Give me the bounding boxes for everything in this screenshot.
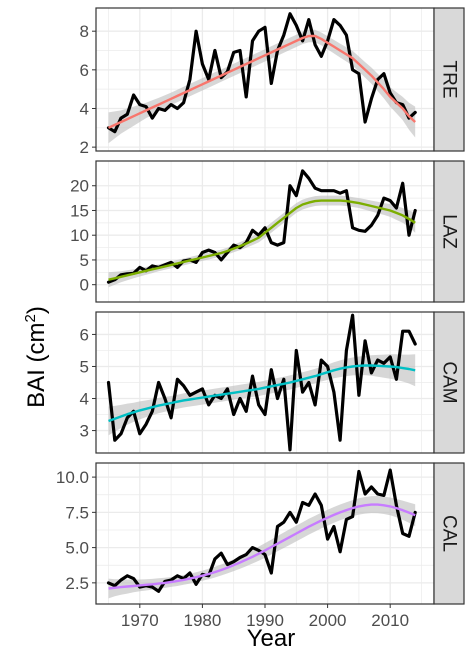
y-tick-label: 0 (80, 276, 89, 295)
confidence-ribbon-tre (108, 29, 416, 144)
x-tick-label: 1970 (121, 611, 159, 630)
trend-line-cal (108, 503, 416, 590)
y-tick-label: 4 (80, 390, 89, 409)
panel-tre: 2 4 6 8 TRE (80, 7, 465, 157)
y-tick-label: 5.0 (65, 539, 89, 558)
facet-strip-label: CAL (439, 515, 460, 552)
y-tick-label: 6 (80, 61, 89, 80)
y-tick-label: 5 (80, 251, 89, 270)
confidence-ribbon-cam (108, 354, 416, 436)
facet-strip (433, 7, 465, 152)
x-tick-label: 2010 (371, 611, 409, 630)
y-axis-title-superscript: 2 (22, 314, 39, 322)
y-tick-label: 20 (70, 177, 89, 196)
y-tick-label: 6 (80, 325, 89, 344)
y-axis-title-close: ) (23, 306, 50, 314)
trend-line-laz (108, 199, 416, 281)
trend-line-cam (108, 364, 416, 423)
panel-cal: 2.5 5.0 7.5 10.0 CAL (56, 462, 465, 605)
trend-line-tre (107, 34, 417, 129)
panels-group: 2 4 6 8 TRE 0 5 10 15 20 LAZ 3 4 5 6 CAM 2.5 5.0 7.5 10.0 CA… (56, 7, 465, 605)
facet-strip (433, 311, 465, 454)
facet-strip-label: CAM (439, 361, 460, 403)
y-tick-label: 4 (80, 99, 89, 118)
observed-line-tre (106, 12, 417, 134)
confidence-ribbon-cal (108, 496, 416, 599)
y-tick-label: 10.0 (56, 468, 89, 487)
y-tick-label: 8 (80, 22, 89, 41)
facet-strip-label: LAZ (439, 214, 460, 249)
panel-cam: 3 4 5 6 CAM (80, 311, 465, 454)
confidence-ribbon-laz (108, 195, 416, 288)
x-tick-label: 1980 (183, 611, 221, 630)
y-tick-label: 5 (80, 357, 89, 376)
facet-strip (433, 462, 465, 605)
x-axis-title: Year (247, 625, 296, 652)
facet-strip-label: TRE (439, 61, 460, 99)
observed-line-cam (106, 313, 417, 452)
panel-laz: 0 5 10 15 20 LAZ (70, 160, 465, 303)
y-tick-label: 15 (70, 201, 89, 220)
x-tick-label: 1990 (246, 611, 284, 630)
x-tick-label: 2000 (309, 611, 347, 630)
x-axis: 1970 1980 1990 2000 2010 (121, 604, 409, 630)
y-tick-label: 3 (80, 422, 89, 441)
facet-strip (433, 160, 465, 303)
y-tick-label: 2.5 (65, 574, 89, 593)
y-tick-label: 7.5 (65, 503, 89, 522)
y-tick-label: 10 (70, 226, 89, 245)
y-axis-title-main: BAI (cm (23, 323, 50, 408)
y-axis-title: BAI (cm2) (22, 306, 50, 408)
y-tick-label: 2 (80, 138, 89, 157)
